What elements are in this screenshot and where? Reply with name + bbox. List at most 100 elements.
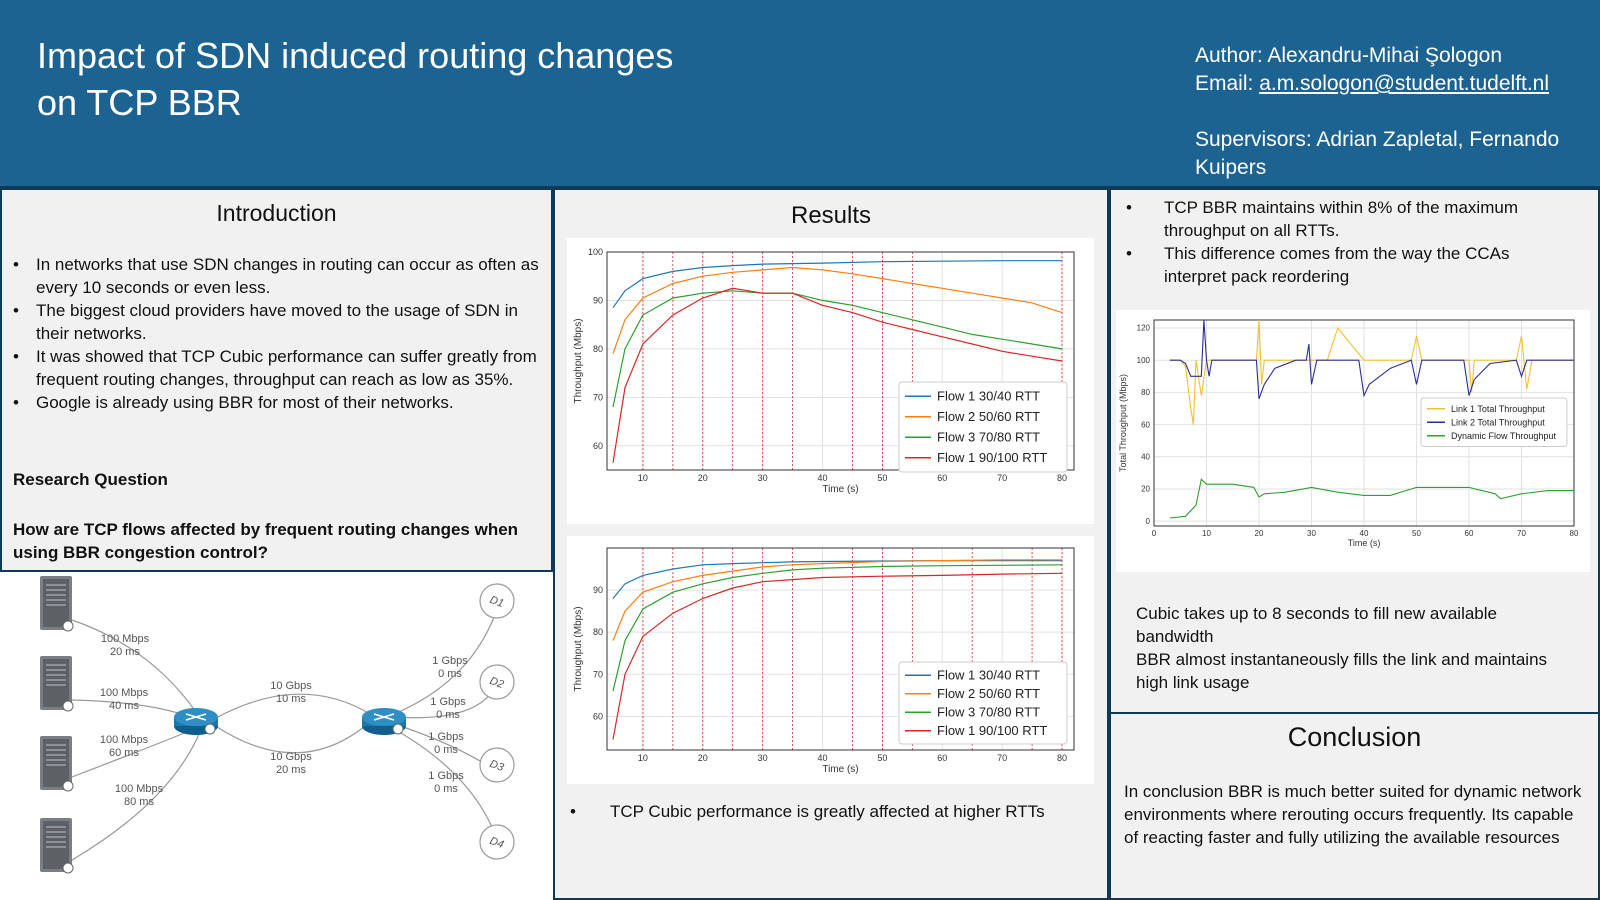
server-icon (40, 736, 74, 792)
plot-frame (606, 251, 1075, 471)
y-tick-label: 60 (593, 441, 603, 451)
research-question-heading: Research Question (13, 470, 168, 489)
series-line (612, 287, 1063, 463)
intro-bullet: It was showed that TCP Cubic performance… (13, 345, 543, 391)
x-tick-label: 40 (1360, 529, 1369, 538)
y-axis-label: Total Throughput (Mbps) (1118, 374, 1128, 472)
x-tick-label: 0 (1152, 529, 1157, 538)
y-tick-label: 70 (593, 669, 603, 679)
research-question-text: How are TCP flows affected by frequent r… (13, 520, 519, 562)
legend-label: Flow 2 50/60 RTT (937, 686, 1040, 701)
legend-label: Flow 1 90/100 RTT (937, 723, 1047, 738)
legend-label: Flow 2 50/60 RTT (937, 409, 1040, 424)
x-tick-label: 80 (1057, 753, 1067, 763)
y-tick-label: 80 (593, 627, 603, 637)
y-tick-label: 0 (1146, 517, 1151, 526)
legend-label: Flow 1 30/40 RTT (937, 668, 1040, 683)
server-icon (40, 656, 74, 712)
title-line-2: on TCP BBR (37, 82, 242, 123)
x-tick-label: 40 (818, 753, 828, 763)
title-line-1: Impact of SDN induced routing changes (37, 35, 674, 76)
x-axis-label: Time (s) (822, 764, 858, 775)
x-tick-label: 50 (877, 753, 887, 763)
x-tick-label: 60 (937, 473, 947, 483)
series-line (612, 564, 1063, 692)
supervisors: Supervisors: Adrian Zapletal, Fernando K… (1195, 128, 1560, 179)
y-tick-label: 40 (1141, 452, 1150, 461)
legend-box (898, 381, 1068, 473)
poster-header: Impact of SDN induced routing changes on… (0, 0, 1600, 188)
findings-panel: TCP BBR maintains within 8% of the maxim… (1109, 188, 1600, 714)
bbr-fill-text: BBR almost instantaneously fills the lin… (1136, 650, 1548, 692)
destination-node (479, 747, 515, 783)
x-tick-label: 60 (1465, 529, 1474, 538)
y-tick-label: 90 (593, 295, 603, 305)
x-tick-label: 70 (997, 753, 1007, 763)
x-tick-label: 80 (1570, 529, 1579, 538)
y-tick-label: 80 (1141, 388, 1150, 397)
email-label: Email: (1195, 72, 1260, 95)
destination-node (479, 664, 515, 700)
server-icons (40, 576, 74, 874)
y-axis-label: Throughput (Mbps) (573, 318, 584, 403)
legend-label: Flow 1 90/100 RTT (937, 450, 1047, 465)
x-tick-label: 70 (997, 473, 1007, 483)
x-tick-label: 10 (638, 753, 648, 763)
series-line (1169, 319, 1574, 400)
series-line (612, 266, 1063, 354)
plot-frame (1153, 319, 1575, 527)
link-label: 100 Mbps 20 ms (101, 633, 150, 658)
link-label: 10 Gbps 10 ms (270, 680, 312, 705)
conclusion-title: Conclusion (1287, 722, 1422, 752)
link-label: 10 Gbps 20 ms (270, 751, 312, 776)
legend-label: Link 1 Total Throughput (1451, 404, 1545, 414)
legend-label: Flow 3 70/80 RTT (937, 430, 1040, 445)
router-icon (362, 708, 406, 735)
findings-bullets: TCP BBR maintains within 8% of the maxim… (1126, 196, 1576, 288)
conclusion-panel: Conclusion In conclusion BBR is much bet… (1109, 712, 1600, 900)
link-label: 100 Mbps 80 ms (115, 783, 164, 808)
results-bullets: TCP Cubic performance is greatly affecte… (570, 800, 1070, 823)
destination-label: D3 (488, 758, 506, 774)
link-label: 1 Gbps 0 ms (428, 731, 464, 756)
x-tick-label: 30 (758, 473, 768, 483)
x-axis-label: Time (s) (1348, 538, 1381, 548)
results-title: Results (790, 202, 872, 229)
author-block: Author: Alexandru-Mihai Şologon Email: a… (1195, 42, 1600, 182)
x-tick-label: 40 (818, 473, 828, 483)
x-tick-label: 30 (1307, 529, 1316, 538)
y-tick-label: 100 (588, 247, 603, 257)
y-tick-label: 90 (593, 585, 603, 595)
x-tick-label: 20 (1255, 529, 1264, 538)
y-tick-label: 20 (1141, 485, 1150, 494)
chart-cubic-svg: 10 20 30 40 50 60 70 80 60 70 80 90 Time (s) Throughp… (573, 547, 1075, 775)
email-line: Email: a.m.sologon@student.tudelft.nl (1195, 70, 1600, 98)
legend-box (1420, 397, 1568, 447)
introduction-panel: Introduction In networks that use SDN ch… (0, 188, 553, 572)
x-tick-label: 30 (758, 753, 768, 763)
link-label: 1 Gbps 0 ms (432, 655, 468, 680)
x-tick-label: 20 (698, 473, 708, 483)
destination-node (479, 583, 515, 619)
email-link[interactable]: a.m.sologon@student.tudelft.nl (1259, 72, 1550, 95)
poster-title: Impact of SDN induced routing changes on… (37, 32, 797, 126)
series-line (612, 559, 1062, 641)
destination-node (479, 824, 515, 860)
x-tick-label: 20 (698, 753, 708, 763)
legend-label: Dynamic Flow Throughput (1451, 431, 1556, 441)
destination-label: D1 (488, 594, 505, 610)
x-axis-label: Time (s) (822, 484, 858, 495)
results-bullet: TCP Cubic performance is greatly affecte… (570, 800, 1070, 823)
y-axis-label: Throughput (Mbps) (573, 606, 584, 691)
router-icon (174, 708, 218, 735)
y-tick-label: 60 (593, 711, 603, 721)
series-line (1169, 478, 1574, 519)
y-tick-label: 100 (1137, 356, 1151, 365)
y-tick-label: 120 (1137, 324, 1151, 333)
x-tick-label: 80 (1057, 473, 1067, 483)
link-labels: 100 Mbps 20 ms 100 Mbps 40 ms 100 Mbps 60 ms 1… (100, 633, 468, 808)
y-tick-label: 70 (593, 392, 603, 402)
introduction-title: Introduction (216, 200, 337, 226)
x-tick-label: 10 (638, 473, 648, 483)
